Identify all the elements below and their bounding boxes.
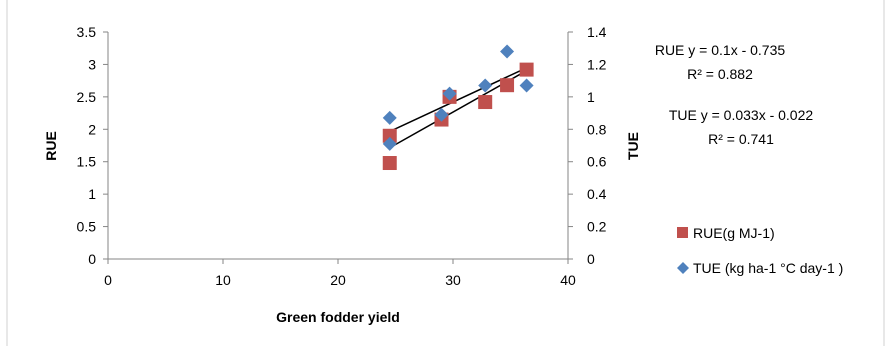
y-tick-label: 2.5 xyxy=(77,89,97,105)
tue-data-point xyxy=(382,136,397,151)
x-tick-label: 0 xyxy=(104,272,112,288)
y-axis-title: RUE xyxy=(43,131,59,161)
y-tick-label: 3 xyxy=(88,56,96,72)
tue-r2-text: R² = 0.741 xyxy=(708,131,774,147)
y-tick-label: 2 xyxy=(88,121,96,137)
rue-r2-text: R² = 0.882 xyxy=(687,66,753,82)
x-axis-title: Green fodder yield xyxy=(276,309,400,325)
legend-marker-square xyxy=(677,227,688,238)
ticks: 0 10 20 30 40 0 0.5 1 1.5 2 2.5 3 3.5 0 0.2 0.4 0.6 0.8 1 1… xyxy=(77,24,607,288)
legend-label-rue: RUE(g MJ-1) xyxy=(693,225,775,241)
rue-data-point xyxy=(478,95,493,110)
y2-tick-label: 1.4 xyxy=(587,24,607,40)
x-tick-label: 10 xyxy=(215,272,231,288)
legend-item-tue: TUE (kg ha-1 °C day-1 ) xyxy=(677,260,843,276)
y-tick-label: 3.5 xyxy=(77,24,97,40)
tue-data-point xyxy=(519,78,534,93)
y-tick-label: 1 xyxy=(88,186,96,202)
legend-label-tue: TUE (kg ha-1 °C day-1 ) xyxy=(693,260,843,276)
tue-data-point xyxy=(434,107,449,122)
legend-item-rue: RUE(g MJ-1) xyxy=(677,225,775,241)
rue-data-point xyxy=(500,78,515,93)
y2-tick-label: 1.2 xyxy=(587,56,607,72)
rue-data-point xyxy=(519,62,534,77)
x-tick-label: 40 xyxy=(560,272,576,288)
y-tick-label: 0.5 xyxy=(77,219,97,235)
data-points xyxy=(382,44,534,171)
y2-tick-label: 0.4 xyxy=(587,186,607,202)
x-tick-label: 30 xyxy=(445,272,461,288)
rue-equation: RUE y = 0.1x - 0.735 R² = 0.882 xyxy=(655,42,786,82)
y-tick-label: 1.5 xyxy=(77,154,97,170)
tue-equation-text: TUE y = 0.033x - 0.022 xyxy=(669,107,814,123)
tue-data-point xyxy=(442,86,457,101)
y2-tick-label: 0.2 xyxy=(587,219,607,235)
legend-marker-diamond xyxy=(677,262,689,274)
legend: RUE(g MJ-1) TUE (kg ha-1 °C day-1 ) xyxy=(677,225,843,276)
x-tick-label: 20 xyxy=(330,272,346,288)
y-tick-label: 0 xyxy=(88,251,96,267)
tue-equation: TUE y = 0.033x - 0.022 R² = 0.741 xyxy=(669,107,814,147)
y2-tick-label: 0.8 xyxy=(587,121,607,137)
rue-equation-text: RUE y = 0.1x - 0.735 xyxy=(655,42,786,58)
y2-axis-title: TUE xyxy=(625,132,641,160)
tue-data-point xyxy=(382,110,397,125)
tue-trendline xyxy=(389,67,527,133)
rue-data-point xyxy=(382,128,397,143)
tue-data-point xyxy=(478,78,493,93)
y2-tick-label: 0.6 xyxy=(587,154,607,170)
axes xyxy=(107,32,569,260)
tue-data-point xyxy=(500,44,515,59)
y2-tick-label: 0 xyxy=(587,251,595,267)
rue-data-point xyxy=(382,156,397,171)
y2-tick-label: 1 xyxy=(587,89,595,105)
